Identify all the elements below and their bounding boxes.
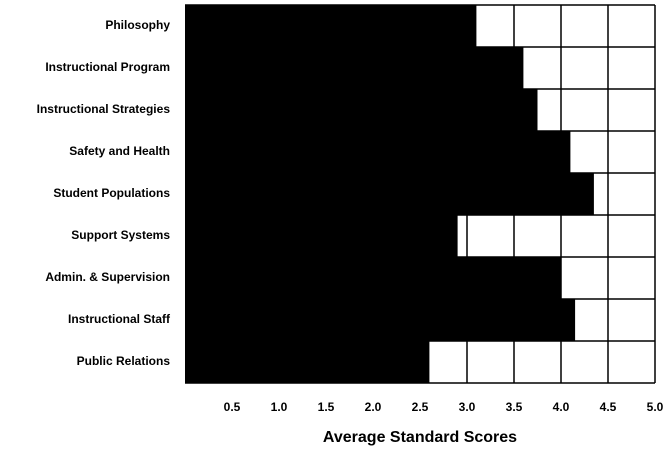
x-tick-label: 1.5 — [318, 400, 335, 414]
bar — [185, 299, 576, 341]
x-tick-label: 3.5 — [506, 400, 523, 414]
y-tick-label: Instructional Program — [45, 60, 170, 74]
y-tick-label: Instructional Strategies — [37, 102, 171, 116]
y-tick-label: Safety and Health — [69, 144, 170, 158]
x-tick-label: 0.5 — [224, 400, 241, 414]
y-tick-label: Public Relations — [77, 354, 171, 368]
bar — [185, 257, 561, 299]
x-tick-label: 5.0 — [647, 400, 664, 414]
x-axis-title: Average Standard Scores — [323, 429, 517, 446]
bar — [185, 89, 538, 131]
y-tick-label: Admin. & Supervision — [45, 270, 170, 284]
x-tick-label: 4.0 — [553, 400, 570, 414]
bar — [185, 341, 430, 383]
bar — [185, 47, 524, 89]
bar — [185, 173, 594, 215]
bar — [185, 5, 477, 47]
x-tick-label: 2.0 — [365, 400, 382, 414]
y-tick-label: Philosophy — [105, 18, 170, 32]
bar — [185, 215, 458, 257]
y-tick-label: Instructional Staff — [68, 312, 171, 326]
x-tick-label: 1.0 — [271, 400, 288, 414]
x-tick-label: 4.5 — [600, 400, 617, 414]
y-tick-label: Support Systems — [71, 228, 170, 242]
x-tick-label: 2.5 — [412, 400, 429, 414]
x-tick-label: 3.0 — [459, 400, 476, 414]
bar — [185, 131, 571, 173]
y-tick-label: Student Populations — [53, 186, 170, 200]
